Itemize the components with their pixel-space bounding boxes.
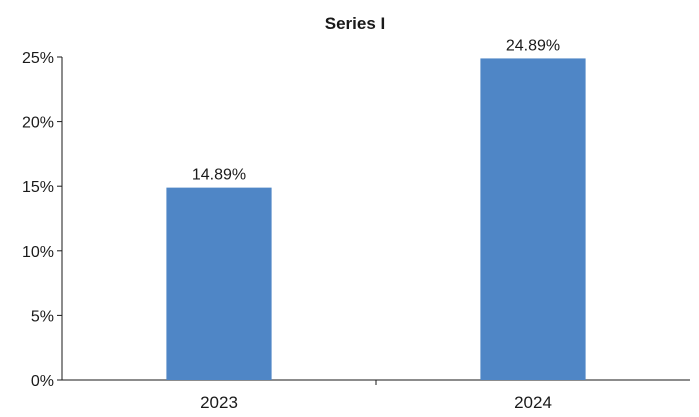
bar [480, 58, 586, 380]
data-label: 24.89% [506, 37, 560, 54]
x-tick-label: 2023 [200, 393, 238, 412]
bar [166, 187, 272, 380]
chart-title: Series I [325, 14, 386, 33]
y-tick-label: 15% [22, 179, 54, 196]
data-label: 14.89% [192, 167, 246, 184]
y-tick-label: 20% [22, 115, 54, 132]
y-tick-label: 5% [31, 308, 54, 325]
x-tick-label: 2024 [514, 393, 552, 412]
plot-area: 0% 5% 10% 15% 20% 25% 14.89% 2023 24.89% 2024 [22, 37, 690, 412]
y-tick-label: 10% [22, 244, 54, 261]
y-tick-label: 25% [22, 50, 54, 67]
y-tick-label: 0% [31, 373, 54, 390]
